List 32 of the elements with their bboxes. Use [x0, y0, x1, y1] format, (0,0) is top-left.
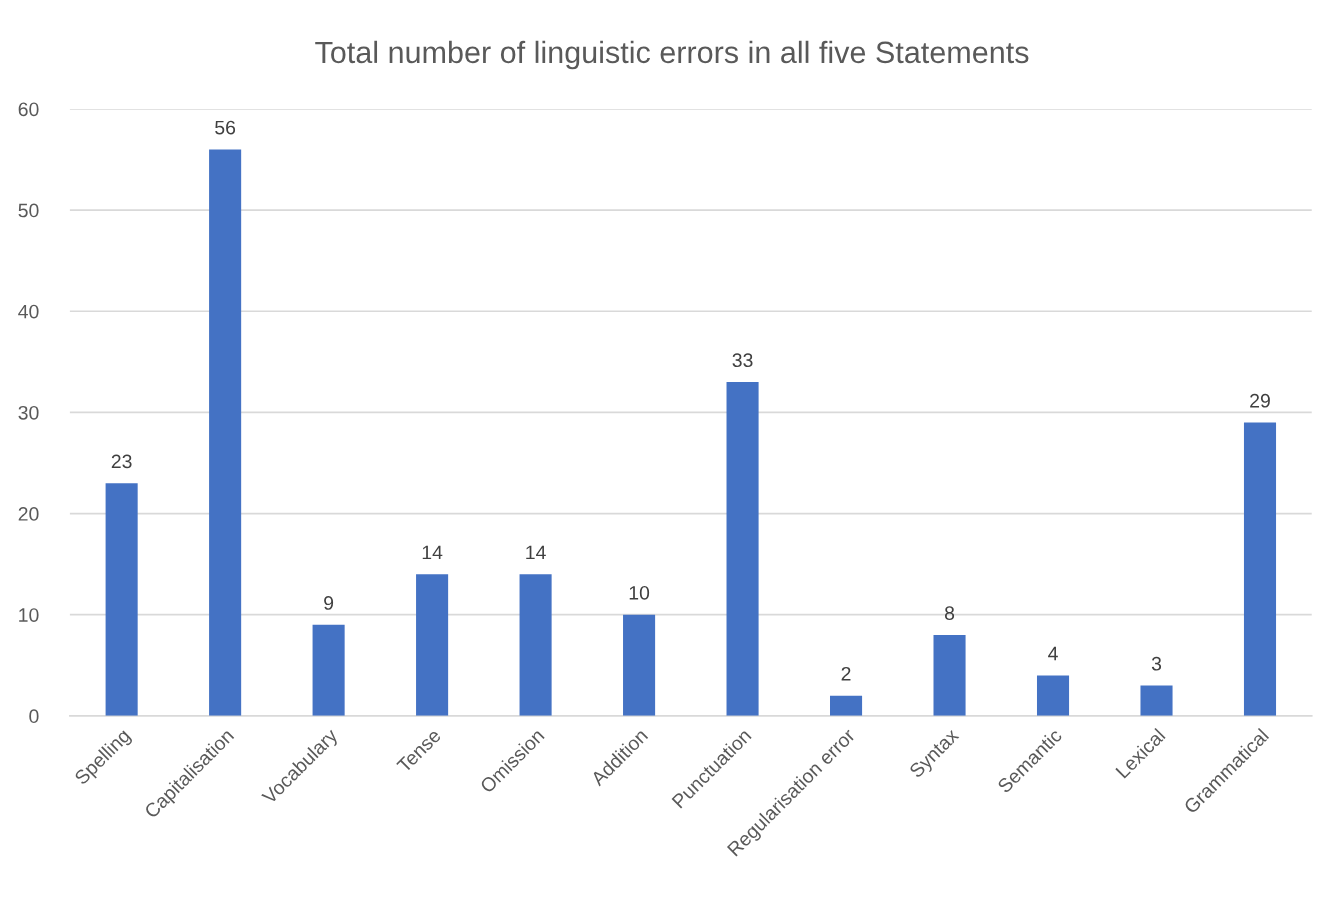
- y-tick-label: 0: [29, 709, 39, 724]
- y-tick-label: 60: [18, 102, 39, 117]
- data-label: 8: [944, 606, 955, 620]
- data-label: 14: [422, 545, 443, 560]
- data-label: 2: [841, 666, 851, 681]
- bar: [830, 695, 863, 716]
- y-tick-label: 20: [18, 507, 39, 521]
- y-tick-label: 40: [18, 304, 39, 319]
- bar: [1243, 422, 1277, 716]
- bar: [933, 634, 966, 716]
- data-label: 29: [1250, 393, 1270, 408]
- data-label: 23: [111, 454, 132, 469]
- bar: [416, 574, 449, 716]
- data-label: 14: [526, 545, 546, 560]
- data-label: 4: [1048, 646, 1058, 661]
- bar: [623, 614, 656, 716]
- bar: [1036, 675, 1070, 716]
- data-label: 56: [215, 120, 236, 135]
- data-label: 9: [324, 596, 334, 610]
- y-tick-label: 30: [18, 405, 39, 420]
- bar: [1140, 685, 1173, 716]
- data-label: 3: [1151, 656, 1162, 671]
- bar: [105, 483, 138, 716]
- data-label: 33: [732, 353, 753, 368]
- bar: [519, 574, 552, 716]
- y-tick-label: 10: [19, 608, 39, 622]
- bar: [209, 149, 242, 716]
- bar: [726, 382, 759, 716]
- data-label: 10: [629, 585, 650, 600]
- y-tick-label: 50: [18, 203, 39, 218]
- chart-title: Total number of linguistic errors in all five Statements: [315, 40, 1029, 70]
- bar: [312, 624, 345, 716]
